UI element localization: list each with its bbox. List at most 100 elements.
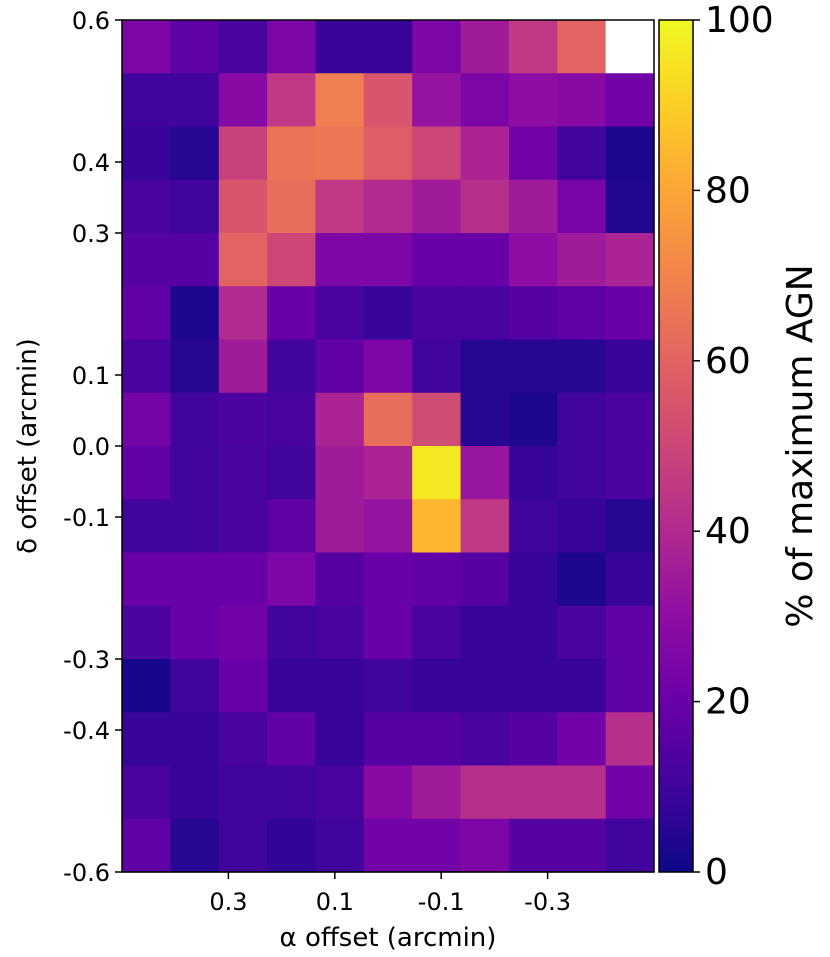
heatmap-cell (267, 712, 317, 767)
heatmap-cell (508, 286, 558, 341)
heatmap-cell (605, 73, 655, 128)
heatmap-cell (122, 712, 171, 767)
heatmap-cell (267, 179, 317, 234)
heatmap-cell (363, 392, 413, 447)
heatmap-cell (605, 659, 655, 713)
y-tick-label: 0.6 (72, 7, 110, 35)
heatmap-cell (267, 392, 317, 447)
heatmap-cell (267, 286, 317, 341)
heatmap-cell (122, 73, 171, 128)
y-axis-label: δ offset (arcmin) (13, 338, 43, 554)
heatmap-cell (508, 765, 558, 820)
heatmap-cell (557, 339, 607, 394)
colorbar-tick-label: 40 (705, 511, 751, 552)
heatmap-cell (460, 446, 510, 500)
heatmap-cell (363, 818, 413, 873)
heatmap-cell (460, 233, 510, 287)
heatmap-cell (170, 499, 220, 554)
heatmap-cell (557, 73, 607, 128)
heatmap-cell (267, 73, 317, 128)
y-tick-label: -0.4 (63, 717, 110, 745)
heatmap-cell (170, 446, 220, 500)
heatmap-cell (267, 339, 317, 394)
heatmap-cell (267, 818, 317, 873)
heatmap-cell (218, 499, 268, 554)
heatmap-cell (557, 659, 607, 713)
heatmap-cell (363, 605, 413, 660)
heatmap-cell (315, 179, 365, 234)
heatmap-cell (605, 20, 655, 74)
heatmap-cell (170, 339, 220, 394)
heatmap-cell (218, 233, 268, 287)
heatmap-cell (605, 339, 655, 394)
heatmap-cell (122, 765, 171, 820)
heatmap-cell (363, 126, 413, 181)
heatmap-cell (122, 126, 171, 181)
heatmap-cell (363, 446, 413, 500)
y-tick-label: 0.3 (72, 220, 110, 248)
heatmap-cell (170, 765, 220, 820)
heatmap-cell (363, 286, 413, 341)
heatmap-cell (460, 73, 510, 128)
heatmap-cell (122, 605, 171, 660)
heatmap-cell (557, 286, 607, 341)
heatmap-cell (460, 286, 510, 341)
colorbar-tick-label: 0 (705, 852, 728, 893)
heatmap-cell (557, 712, 607, 767)
heatmap-cell (412, 765, 462, 820)
heatmap-cell (170, 179, 220, 234)
heatmap-cell (412, 233, 462, 287)
heatmap-cell (170, 659, 220, 713)
heatmap-cell (267, 126, 317, 181)
heatmap-cell (605, 446, 655, 500)
heatmap-cell (170, 712, 220, 767)
heatmap-cell (412, 552, 462, 607)
heatmap-cell (605, 179, 655, 234)
heatmap-cell (218, 765, 268, 820)
heatmap-cell (557, 765, 607, 820)
heatmap-cell (460, 126, 510, 181)
heatmap-cell (218, 73, 268, 128)
colorbar-tick-label: 100 (705, 0, 774, 41)
heatmap-cell (605, 233, 655, 287)
heatmap-cell (315, 765, 365, 820)
heatmap-cell (122, 818, 171, 873)
heatmap-cell (363, 20, 413, 74)
heatmap-cell (557, 392, 607, 447)
heatmap-cell (218, 126, 268, 181)
heatmap-cell (363, 73, 413, 128)
heatmap-cell (315, 605, 365, 660)
heatmap-cell (508, 126, 558, 181)
heatmap-cell (412, 73, 462, 128)
heatmap-cell (508, 659, 558, 713)
heatmap-cell (508, 392, 558, 447)
heatmap-cell (170, 286, 220, 341)
heatmap-cell (267, 605, 317, 660)
heatmap-cell (122, 339, 171, 394)
heatmap-cell (267, 659, 317, 713)
heatmap-cell (218, 605, 268, 660)
heatmap-cell (412, 286, 462, 341)
heatmap-cell (412, 339, 462, 394)
heatmap-cell (412, 712, 462, 767)
heatmap-cell (508, 818, 558, 873)
heatmap-cell (122, 552, 171, 607)
heatmap-cell (605, 126, 655, 181)
heatmap-cell (218, 286, 268, 341)
heatmap-cell (315, 446, 365, 500)
heatmap-cell (267, 499, 317, 554)
heatmap-cell (412, 605, 462, 660)
heatmap-cell (508, 20, 558, 74)
heatmap-cell (315, 712, 365, 767)
heatmap-cell (315, 818, 365, 873)
heatmap-cell (315, 499, 365, 554)
heatmap-cell (460, 499, 510, 554)
y-tick-label: -0.3 (63, 646, 110, 674)
heatmap-cell (460, 765, 510, 820)
heatmap-cell (170, 73, 220, 128)
heatmap-cell (508, 179, 558, 234)
heatmap-cell (218, 712, 268, 767)
heatmap-cell (557, 179, 607, 234)
y-tick-label: 0.0 (72, 433, 110, 461)
heatmap-cell (412, 126, 462, 181)
